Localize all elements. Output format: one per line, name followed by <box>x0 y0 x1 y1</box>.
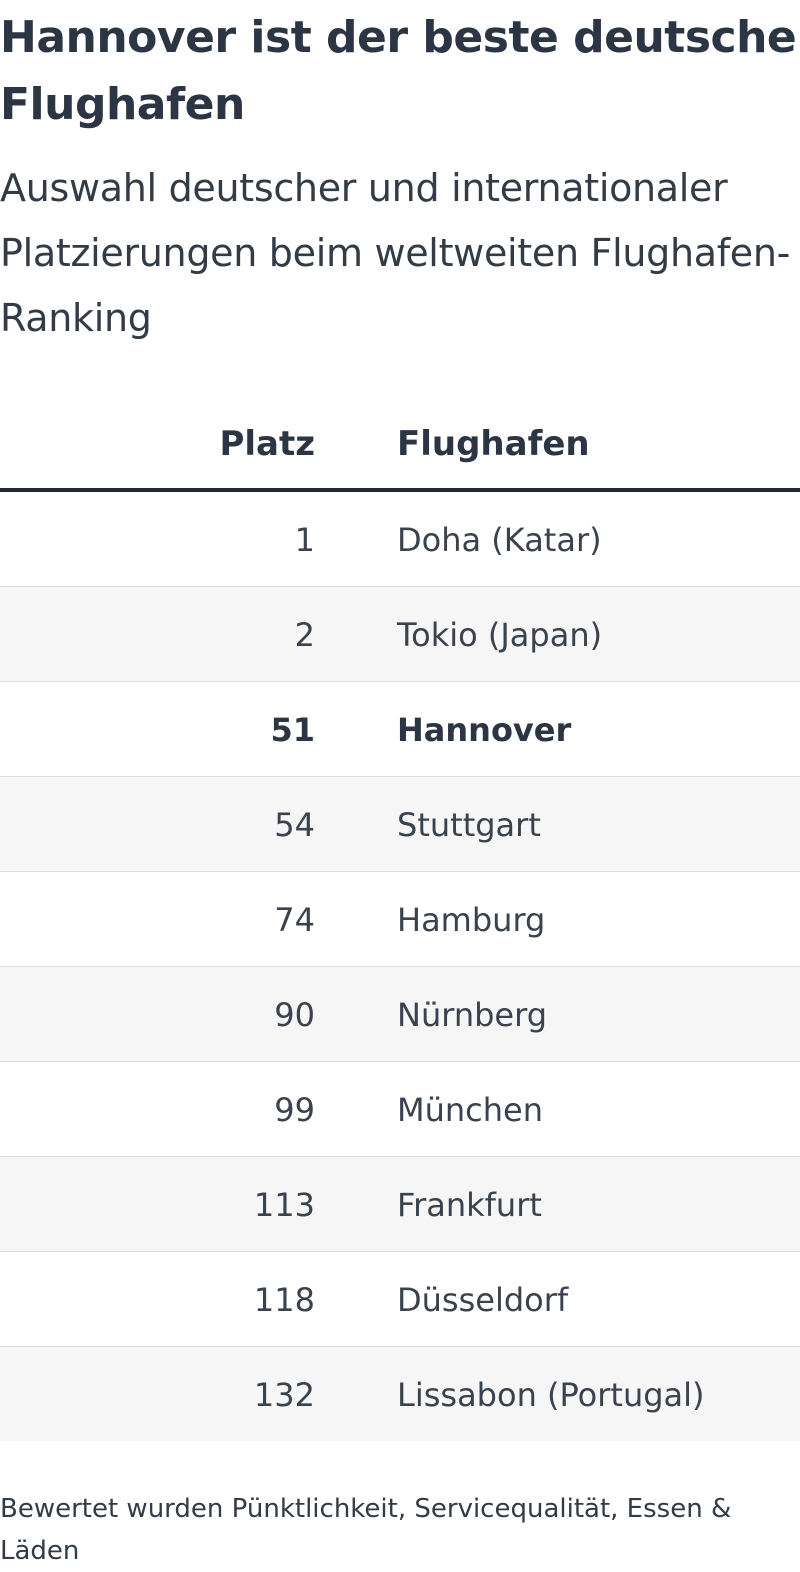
table-row: 118 Düsseldorf <box>0 1252 800 1347</box>
chart-subtitle: Auswahl deutscher und internationaler Pl… <box>0 166 791 340</box>
table-row: 74 Hamburg <box>0 872 800 967</box>
chart-title: Hannover ist der beste deutsche Flughafe… <box>0 12 797 130</box>
airport-cell: Hannover <box>397 711 572 749</box>
rank-cell: 90 <box>274 996 315 1034</box>
table-row: 54 Stuttgart <box>0 777 800 872</box>
airport-cell: München <box>397 1091 544 1129</box>
airport-cell: Düsseldorf <box>397 1281 569 1319</box>
column-header-flughafen: Flughafen <box>397 424 590 464</box>
rank-cell: 2 <box>294 616 315 654</box>
airport-cell: Hamburg <box>397 901 546 939</box>
rank-cell: 132 <box>253 1376 315 1414</box>
rank-cell: 54 <box>274 806 315 844</box>
rank-cell: 113 <box>253 1186 315 1224</box>
rank-cell: 51 <box>270 711 315 749</box>
airport-cell: Tokio (Japan) <box>397 616 603 654</box>
table-body: 1 Doha (Katar) 2 Tokio (Japan) 51 Hannover 54 S… <box>0 492 800 1441</box>
ranking-table: Platz Flughafen 1 Doha (Katar) 2 Tokio (Jap… <box>0 396 800 1441</box>
column-header-platz: Platz <box>219 424 315 464</box>
rank-cell: 118 <box>253 1281 315 1319</box>
table-row: 132 Lissabon (Portugal) <box>0 1347 800 1441</box>
airport-cell: Frankfurt <box>397 1186 542 1224</box>
rank-cell: 99 <box>274 1091 315 1129</box>
airport-cell: Lissabon (Portugal) <box>397 1376 705 1414</box>
table-row: 90 Nürnberg <box>0 967 800 1062</box>
airport-cell: Nürnberg <box>397 996 547 1034</box>
airport-cell: Stuttgart <box>397 806 541 844</box>
table-row: 99 München <box>0 1062 800 1157</box>
table-header: Platz Flughafen <box>0 396 800 492</box>
rank-cell: 74 <box>274 901 315 939</box>
table-row: 113 Frankfurt <box>0 1157 800 1252</box>
airport-cell: Doha (Katar) <box>397 521 602 559</box>
table-row: 2 Tokio (Japan) <box>0 587 800 682</box>
rank-cell: 1 <box>294 521 315 559</box>
table-row: 51 Hannover <box>0 682 800 777</box>
footnote: Bewertet wurden Pünktlichkeit, Servicequ… <box>0 1494 732 1566</box>
table-row: 1 Doha (Katar) <box>0 492 800 587</box>
